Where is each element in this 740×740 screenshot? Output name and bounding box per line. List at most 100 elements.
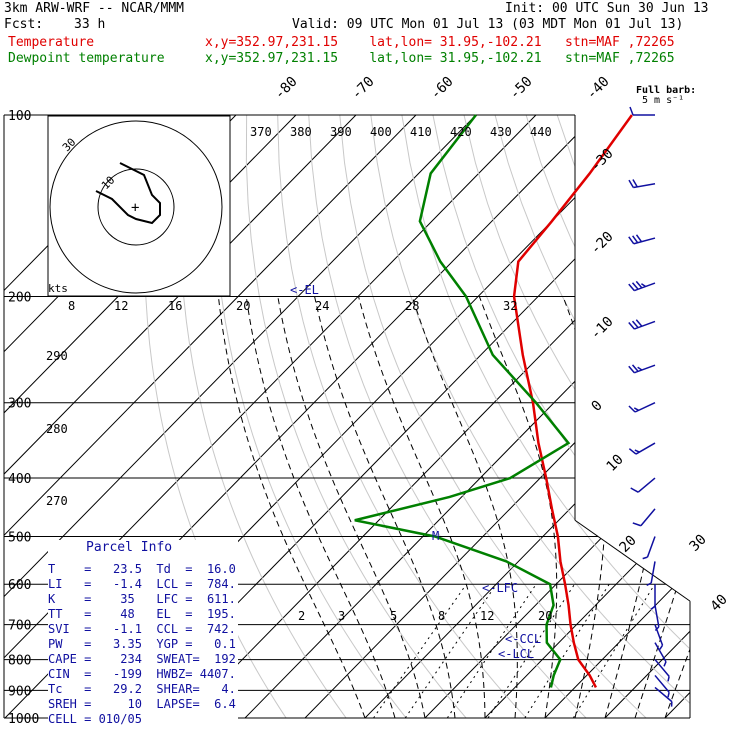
isotherm-label: -20 xyxy=(588,229,617,258)
wind-barb-flag xyxy=(637,366,643,371)
wind-barb-flag xyxy=(628,179,634,188)
mixing-ratio-label: 20 xyxy=(538,609,552,623)
dry-adiabat xyxy=(401,115,690,718)
wind-barb-flag xyxy=(628,236,635,245)
isotherm-line xyxy=(725,115,740,718)
wind-barb-flag xyxy=(631,320,639,329)
frame-diagonal xyxy=(574,519,691,602)
wind-barb xyxy=(654,642,667,667)
wind-barb-flag xyxy=(635,319,643,327)
isotherm-label: 30 xyxy=(687,532,710,555)
wind-barb-staff xyxy=(640,508,656,527)
mixing-ratio-label: 8 xyxy=(438,609,445,623)
theta-label: 410 xyxy=(410,125,432,139)
parcel-row: PW = 3.35 YGP = 0.1 xyxy=(48,637,236,651)
isotherm-label: -10 xyxy=(588,314,617,343)
wind-barb-staff xyxy=(646,536,656,558)
wind-barb-flag xyxy=(646,582,652,587)
forecast-hour: 33 h xyxy=(74,17,106,32)
wind-barb-staff xyxy=(654,605,660,627)
level-marker: M xyxy=(432,529,439,543)
isotherm-line xyxy=(4,115,357,718)
wind-barb-flag xyxy=(632,235,639,244)
wind-barb-flag xyxy=(667,676,670,682)
level-marker: <-CCL xyxy=(505,632,541,646)
theta-label: 390 xyxy=(330,125,352,139)
mixing-ratio-line xyxy=(572,583,656,718)
wind-barb-staff xyxy=(654,624,664,646)
parcel-row: Tc = 29.2 SHEAR= 4. xyxy=(48,682,236,696)
mixing-ratio-label: 5 xyxy=(390,609,397,623)
theta-label: 270 xyxy=(46,494,68,508)
wind-barb xyxy=(628,179,656,189)
dry-adiabat xyxy=(494,115,690,718)
hodograph-trace xyxy=(95,162,161,225)
isotherm-label: -60 xyxy=(428,74,457,103)
isotherm-line xyxy=(664,115,690,718)
wind-barb xyxy=(654,624,664,650)
temperature-legend: Temperature xyxy=(8,35,95,50)
wind-barb xyxy=(629,106,655,116)
dry-adiabat xyxy=(245,115,467,718)
wind-barb xyxy=(630,477,656,493)
moist-adiabat xyxy=(358,296,486,718)
speed-tick-label: 28 xyxy=(405,299,419,313)
pressure-tick-label: 500 xyxy=(8,530,31,545)
wind-barb-flag xyxy=(659,644,664,650)
wind-barb-staff xyxy=(654,674,670,693)
isotherm-line xyxy=(484,115,690,718)
dry-adiabat xyxy=(179,115,347,718)
pressure-tick-label: 400 xyxy=(8,472,31,487)
hodograph-center: + xyxy=(131,200,139,216)
pressure-tick-label: 600 xyxy=(8,578,31,593)
level-marker: <-EL xyxy=(290,283,319,297)
moist-adiabat xyxy=(217,296,366,718)
wind-scale-value: 5 m s⁻¹ xyxy=(642,95,685,106)
pressure-tick-label: 300 xyxy=(8,397,31,412)
wind-barb-flag xyxy=(667,692,670,698)
pressure-tick-label: 200 xyxy=(8,291,31,306)
isotherm-line xyxy=(604,115,690,718)
dry-adiabat xyxy=(712,115,740,718)
init-time: Init: 00 UTC Sun 30 Jun 13 xyxy=(505,1,709,16)
dry-adiabat xyxy=(463,115,690,718)
dry-adiabat xyxy=(556,115,690,718)
wind-scale-title: Full barb: xyxy=(636,85,697,96)
wind-barb xyxy=(654,674,670,698)
isotherm-label: -70 xyxy=(349,74,378,103)
mixing-ratio-label: 12 xyxy=(480,609,494,623)
wind-barb-flag xyxy=(631,282,639,290)
mixing-ratio-line xyxy=(487,583,575,718)
speed-tick-label: 20 xyxy=(236,299,250,313)
theta-label: 420 xyxy=(450,125,472,139)
wind-barb-flag xyxy=(628,448,637,455)
wind-barb-staff xyxy=(650,561,656,584)
mixing-ratio-line xyxy=(446,583,537,718)
theta-label: 430 xyxy=(490,125,512,139)
dry-adiabat xyxy=(370,115,690,718)
dry-adiabat xyxy=(308,115,587,718)
moist-adiabat xyxy=(634,296,690,718)
theta-label: 400 xyxy=(370,125,392,139)
mixing-ratio-label: 3 xyxy=(338,609,345,623)
forecast-label: Fcst: xyxy=(4,17,44,32)
isotherm-label: 0 xyxy=(589,398,606,415)
wind-barb-staff xyxy=(637,477,656,493)
temperature-location: x,y=352.97,231.15 lat,lon= 31.95,-102.21… xyxy=(205,35,675,50)
wind-barb-flag xyxy=(631,364,639,372)
wind-barb xyxy=(628,319,656,330)
parcel-info-title: Parcel Info xyxy=(86,540,173,555)
speed-tick-label: 12 xyxy=(114,299,128,313)
sounding-profiles xyxy=(354,114,633,689)
theta-label: 280 xyxy=(46,422,68,436)
parcel-row: CIN = -199 HWBZ= 4407. xyxy=(48,667,236,681)
hodograph-ring xyxy=(97,168,175,246)
parcel-row: LI = -1.4 LCL = 784. xyxy=(48,577,236,591)
dewpoint-location: x,y=352.97,231.15 lat,lon= 31.95,-102.21… xyxy=(205,51,675,66)
dry-adiabat xyxy=(277,115,527,718)
isotherm-label: -80 xyxy=(272,74,301,103)
wind-barb-flag xyxy=(632,179,638,188)
level-marker: <-LCL xyxy=(498,647,534,661)
parcel-row: CAPE = 234 SWEAT= 192 xyxy=(48,652,236,666)
